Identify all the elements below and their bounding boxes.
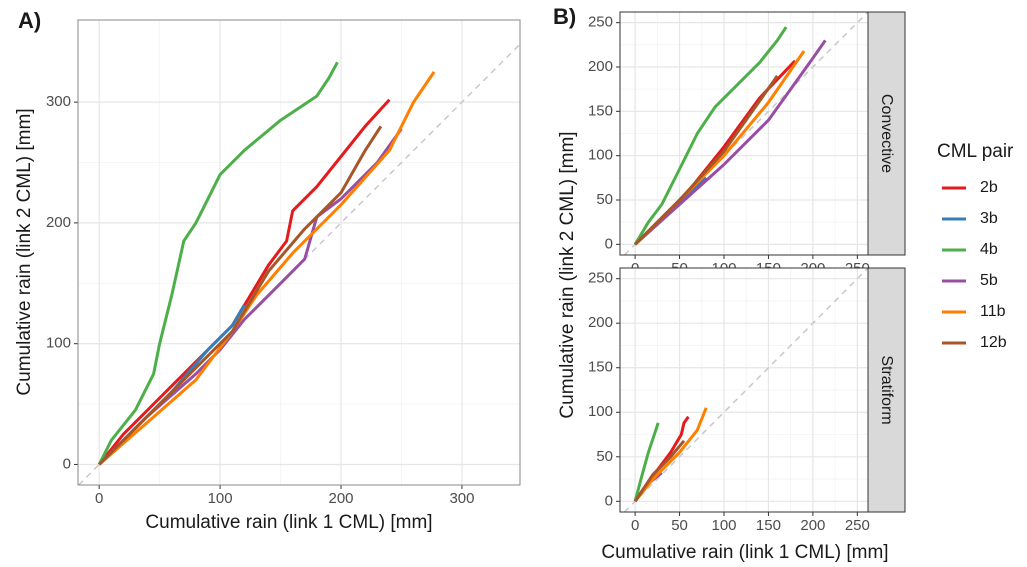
y-tick-label: 250 xyxy=(588,270,613,287)
facet-strip-label: Convective xyxy=(878,94,895,173)
data-line xyxy=(634,39,827,246)
facet-strip-label: Stratiform xyxy=(878,355,895,424)
y-tick-label: 300 xyxy=(46,93,71,110)
facet-strip xyxy=(867,267,906,513)
legend-label: 12b xyxy=(980,334,1007,351)
x-tick-label: 0 xyxy=(631,517,639,534)
data-line xyxy=(634,75,779,246)
x-tick-label: 200 xyxy=(800,517,825,534)
y-tick-label: 150 xyxy=(588,102,613,119)
y-axis-title: Cumulative rain (link 2 CML) [mm] xyxy=(557,131,578,418)
y-tick-label: 0 xyxy=(605,235,613,252)
y-tick-label: 100 xyxy=(46,335,71,352)
y-tick-label: 100 xyxy=(588,147,613,164)
x-tick-label: 200 xyxy=(329,490,354,507)
facet-strip xyxy=(867,11,906,256)
x-tick-label: 100 xyxy=(711,517,736,534)
y-tick-label: 150 xyxy=(588,359,613,376)
x-axis-title: Cumulative rain (link 1 CML) [mm] xyxy=(145,512,432,533)
data-line xyxy=(633,422,660,502)
x-tick-label: 0 xyxy=(95,490,103,507)
data-line xyxy=(98,127,403,466)
legend-label: 4b xyxy=(980,241,998,258)
y-tick-label: 250 xyxy=(588,14,613,31)
x-tick-label: 250 xyxy=(845,517,870,534)
y-tick-label: 50 xyxy=(596,191,613,208)
legend-label: 2b xyxy=(980,179,998,196)
data-line xyxy=(97,61,339,466)
y-tick-label: 50 xyxy=(596,448,613,465)
data-line xyxy=(98,98,391,466)
data-line xyxy=(633,407,708,503)
x-tick-label: 50 xyxy=(671,517,688,534)
panel-label: B) xyxy=(553,4,576,29)
data-line xyxy=(98,71,436,466)
legend-label: 3b xyxy=(980,210,998,227)
y-tick-label: 200 xyxy=(46,214,71,231)
y-tick-label: 100 xyxy=(588,403,613,420)
y-axis-title: Cumulative rain (link 2 CML) [mm] xyxy=(14,108,35,395)
reference-line xyxy=(623,267,869,513)
panel-border xyxy=(77,19,521,486)
x-tick-label: 100 xyxy=(208,490,233,507)
data-line xyxy=(633,26,788,246)
panel-label: A) xyxy=(18,8,41,33)
data-line xyxy=(633,439,686,503)
y-tick-label: 200 xyxy=(588,58,613,75)
x-axis-title: Cumulative rain (link 1 CML) [mm] xyxy=(601,542,888,563)
data-line xyxy=(98,125,383,466)
legend-label: 11b xyxy=(980,303,1006,320)
y-tick-label: 0 xyxy=(63,455,71,472)
y-tick-label: 200 xyxy=(588,314,613,331)
x-tick-label: 300 xyxy=(449,490,474,507)
x-tick-label: 150 xyxy=(756,517,781,534)
legend-label: 5b xyxy=(980,272,998,289)
y-tick-label: 0 xyxy=(605,492,613,509)
legend-title: CML pair xyxy=(937,141,1014,162)
